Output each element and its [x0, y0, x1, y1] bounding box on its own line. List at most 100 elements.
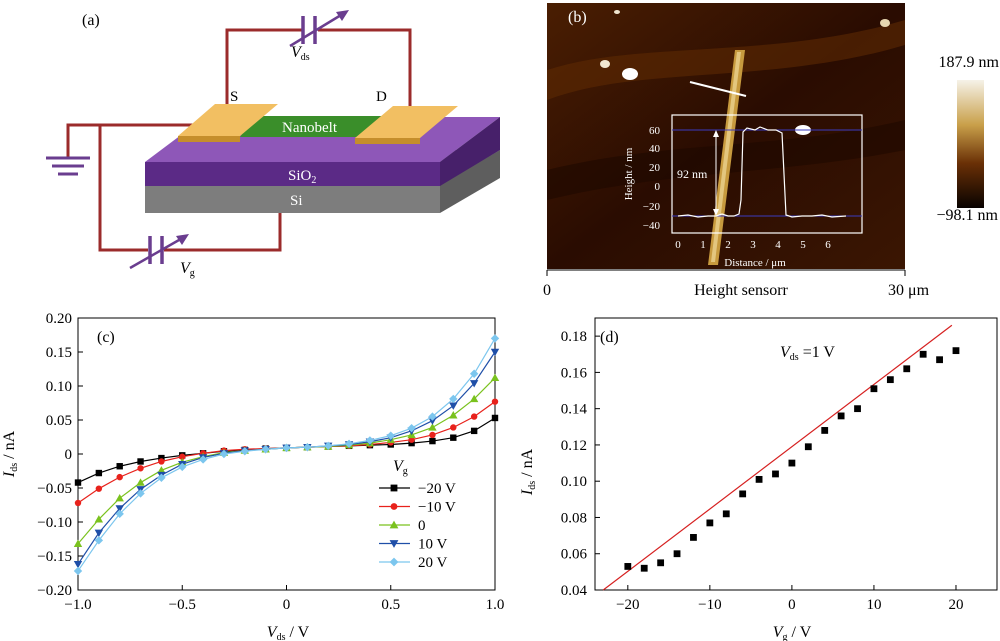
source-electrode: [178, 104, 278, 142]
c-data-point: [94, 536, 104, 545]
d-data-point: [657, 559, 665, 567]
c-data-point: [157, 473, 166, 482]
d-data-point: [804, 443, 812, 451]
afm-image-panel: (b) 92 nm 60 40 20 0 −20 −40 0 1 2 3 4 5…: [543, 3, 1000, 299]
c-data-point: [407, 423, 416, 433]
d-y-tick-label: 0.12: [561, 438, 587, 454]
d-x-tick-label: 20: [948, 597, 963, 613]
c-legend-label: 0: [418, 518, 426, 534]
d-data-point: [870, 385, 878, 393]
c-data-point: [115, 494, 124, 502]
c-data-point: [74, 479, 82, 486]
c-data-point: [469, 369, 479, 378]
vds-wire-left: [225, 28, 302, 114]
c-data-point: [428, 412, 437, 421]
c-data-point: [136, 489, 145, 498]
c-y-tick-label: 0.20: [46, 311, 72, 327]
si-label: Si: [290, 193, 303, 209]
svg-text:−40: −40: [643, 220, 661, 232]
c-data-point: [491, 398, 499, 405]
d-y-axis-title: Ids / nA: [519, 448, 538, 496]
c-data-point: [429, 431, 436, 439]
source-label: S: [230, 89, 238, 105]
c-data-point: [490, 334, 500, 343]
d-annotation: Vds =1 V: [780, 344, 835, 363]
c-legend-title: Vg: [393, 458, 408, 477]
c-y-tick-label: −0.20: [37, 583, 72, 599]
panel-d-label: (d): [600, 329, 619, 346]
c-series-line: [77, 351, 496, 565]
afm-axis-title: Height sensorr: [694, 282, 788, 299]
d-x-tick-label: −20: [616, 597, 639, 613]
d-data-point: [739, 490, 747, 498]
afm-topography: [547, 3, 905, 269]
c-data-point: [136, 478, 145, 486]
c-data-point: [137, 458, 144, 465]
c-legend: −20 V −10 V 0 10 V 20 V: [379, 481, 456, 571]
gate-wire: [98, 125, 148, 252]
d-plot-frame: [594, 317, 998, 591]
drain-electrode: [355, 106, 458, 144]
scale-max-label: 187.9 nm: [939, 54, 1000, 71]
c-legend-label: −20 V: [418, 481, 456, 497]
c-data-point: [178, 462, 187, 472]
profile-line: [689, 81, 747, 97]
gate-wire-source: [66, 123, 200, 158]
c-data-point: [73, 566, 83, 576]
c-x-axis-title: Vds / V: [267, 624, 310, 641]
d-y-tick-label: 0.04: [561, 583, 588, 599]
c-data-point: [365, 436, 375, 445]
svg-text:5: 5: [800, 239, 806, 251]
d-fit-line: [602, 324, 953, 591]
c-data-point: [449, 394, 458, 404]
svg-text:2: 2: [725, 239, 731, 251]
panel-a-label: (a): [82, 12, 100, 29]
vds-label: Vds: [291, 44, 310, 63]
c-data-point: [282, 443, 291, 453]
c-data-point: [470, 427, 478, 435]
d-x-tick-label: 10: [866, 597, 881, 613]
c-x-tick-label: 0.5: [381, 597, 400, 613]
d-y-tick-label: 0.08: [561, 510, 587, 526]
d-data-point: [673, 550, 681, 558]
color-scale-bar: [957, 80, 984, 208]
c-data-point: [469, 394, 479, 403]
gate-wire-right: [164, 208, 282, 252]
c-data-point: [94, 515, 104, 523]
afm-axis-start: 0: [543, 282, 551, 299]
c-legend-marker: [390, 503, 398, 510]
c-data-point: [158, 458, 165, 465]
c-y-tick-label: −0.05: [37, 481, 72, 497]
drain-label: D: [376, 89, 387, 105]
c-data-point: [429, 437, 436, 445]
c-legend-marker: [390, 484, 398, 492]
c-y-tick-label: 0.15: [46, 345, 72, 361]
c-legend-marker: [389, 520, 399, 529]
c-data-point: [73, 539, 83, 547]
c-x-tick-label: 0: [283, 597, 291, 613]
c-y-tick-label: 0.05: [46, 413, 72, 429]
svg-text:6: 6: [825, 239, 831, 251]
d-y-tick-label: 0.06: [561, 547, 588, 563]
vg-label: Vg: [180, 260, 195, 279]
c-data-point: [219, 449, 229, 459]
d-data-point: [722, 510, 730, 518]
vds-capacitor-icon: [289, 10, 349, 48]
nanobelt: [240, 116, 400, 137]
d-y-tick-label: 0.10: [561, 474, 587, 490]
d-data-point: [821, 427, 829, 434]
c-data-point: [137, 465, 144, 472]
afm-distance-axis: [546, 269, 906, 276]
c-legend-label: 20 V: [418, 555, 447, 571]
c-data-point: [198, 455, 208, 464]
d-data-point: [919, 350, 927, 358]
c-y-tick-label: 0: [65, 447, 73, 463]
c-data-point: [450, 424, 457, 431]
c-x-tick-label: 1.0: [486, 597, 505, 613]
c-data-point: [386, 431, 395, 440]
sio2-label: SiO2: [288, 168, 316, 186]
inset-step-label: 92 nm: [677, 167, 708, 181]
nanobelt-label: Nanobelt: [282, 120, 338, 136]
d-y-tick-label: 0.14: [561, 402, 588, 418]
c-data-point: [428, 417, 437, 425]
